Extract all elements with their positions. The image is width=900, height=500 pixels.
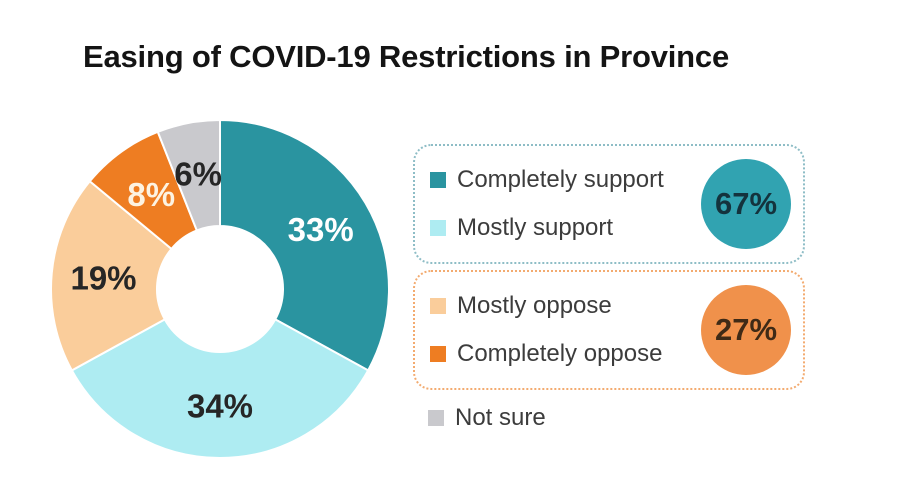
pie-slice-mostly-oppose: [49, 179, 173, 372]
swatch-mostly-support-icon: [430, 220, 446, 236]
pie-slice-completely-support: [219, 118, 391, 372]
support-total-badge: 67%: [701, 159, 791, 249]
legend-item-completely-support: Completely support: [430, 166, 803, 194]
legend-label-mostly-support: Mostly support: [457, 214, 614, 241]
pie-label-completely-support: 33%: [288, 211, 354, 248]
legend-label-mostly-oppose: Mostly oppose: [457, 292, 612, 319]
legend-label-not-sure: Not sure: [455, 404, 546, 431]
legend-group-support: Completely support Mostly support 67%: [413, 144, 805, 264]
legend-item-mostly-oppose: Mostly oppose: [430, 292, 803, 320]
swatch-mostly-oppose-icon: [430, 298, 446, 314]
pie-label-mostly-support: 34%: [187, 388, 253, 425]
donut-chart: 33% 34% 19% 8%6%: [49, 118, 391, 460]
legend-item-not-sure: Not sure: [428, 404, 546, 432]
swatch-completely-oppose-icon: [430, 346, 446, 362]
pie-label-mostly-oppose: 19%: [70, 260, 136, 297]
legend-item-completely-oppose: Completely oppose: [430, 340, 803, 368]
pie-slice-not-sure: [156, 118, 221, 232]
pie-slice-mostly-support: [70, 317, 370, 460]
legend-item-mostly-support: Mostly support: [430, 214, 803, 242]
pie-label-completely-oppose: 8%: [127, 176, 175, 213]
legend-label-completely-support: Completely support: [457, 166, 664, 193]
swatch-not-sure-icon: [428, 410, 444, 426]
pie-label-not-sure: 6%: [174, 156, 222, 193]
oppose-total-badge: 27%: [701, 285, 791, 375]
legend-label-completely-oppose: Completely oppose: [457, 340, 663, 367]
legend-group-oppose: Mostly oppose Completely oppose 27%: [413, 270, 805, 390]
chart-title: Easing of COVID-19 Restrictions in Provi…: [83, 39, 730, 74]
swatch-completely-support-icon: [430, 172, 446, 188]
